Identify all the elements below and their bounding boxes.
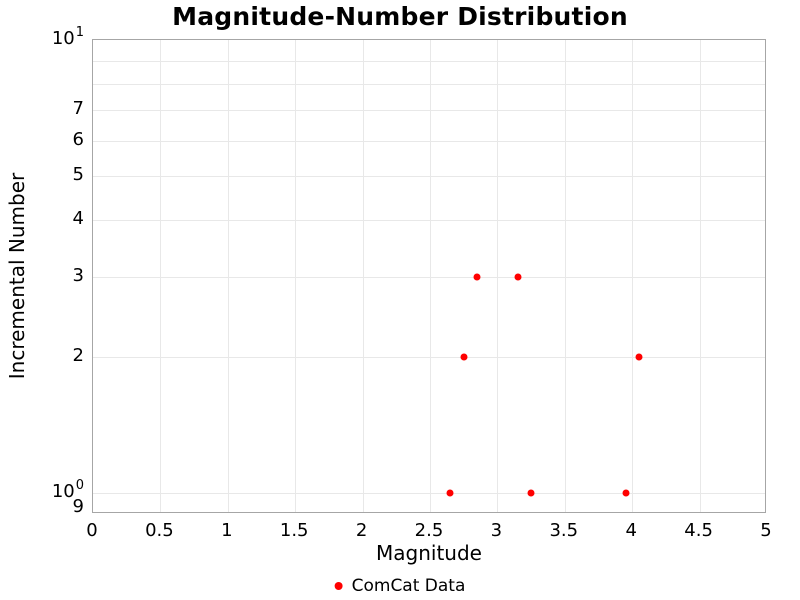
x-tick-label: 3.5 [549, 520, 579, 541]
x-tick-label: 4 [625, 520, 637, 541]
gridline-horizontal [93, 60, 765, 62]
x-tick-label: 5 [760, 520, 772, 541]
gridline-vertical [227, 40, 229, 512]
y-tick-label: 9 [72, 496, 84, 517]
gridline-vertical [564, 40, 566, 512]
data-point[interactable] [473, 273, 481, 281]
x-tick-label: 2 [355, 520, 368, 541]
gridline-horizontal [93, 356, 765, 358]
gridline-vertical [699, 40, 701, 512]
gridline-horizontal [93, 110, 765, 112]
gridline-horizontal [93, 277, 765, 278]
plot-area [92, 39, 766, 513]
x-tick-label: 3 [490, 520, 503, 541]
gridline-vertical [430, 40, 431, 512]
y-tick-label: 2 [72, 344, 84, 366]
legend-marker-icon [334, 582, 343, 590]
y-tick-label: 3 [72, 265, 84, 286]
gridline-horizontal [93, 493, 765, 495]
gridline-vertical [295, 40, 297, 512]
x-tick-label: 0 [86, 520, 98, 541]
x-tick-label: 0.5 [145, 520, 174, 541]
y-tick-label: 6 [72, 128, 84, 150]
data-point[interactable] [446, 489, 454, 497]
y-tick-label: 100 [51, 478, 84, 503]
gridline-vertical [497, 40, 499, 512]
x-tick-label: 2.5 [414, 520, 444, 541]
legend-item-comcat-data[interactable]: ComCat Data [334, 576, 466, 596]
gridline-vertical [632, 40, 634, 512]
legend-label: ComCat Data [351, 576, 466, 596]
gridline-vertical [160, 40, 162, 512]
x-tick-label: 1 [221, 520, 233, 541]
data-point[interactable] [622, 489, 629, 497]
y-tick-label: 4 [72, 208, 84, 230]
gridline-horizontal [93, 83, 765, 85]
data-point[interactable] [460, 353, 468, 361]
data-point[interactable] [514, 273, 522, 281]
gridline-horizontal [93, 220, 765, 222]
y-tick-label: 101 [51, 25, 84, 49]
gridline-vertical [362, 40, 364, 512]
x-axis-title: Magnitude [376, 541, 482, 565]
data-point[interactable] [635, 353, 643, 361]
gridline-horizontal [93, 140, 765, 142]
y-tick-label: 5 [72, 164, 84, 186]
y-tick-label: 7 [72, 98, 84, 120]
chart-title: Magnitude-Number Distribution [172, 2, 628, 31]
gridline-horizontal [93, 176, 765, 178]
x-tick-label: 4.5 [684, 520, 713, 541]
legend: ComCat Data [334, 576, 466, 596]
x-tick-label: 1.5 [279, 520, 309, 541]
data-point[interactable] [527, 489, 535, 497]
